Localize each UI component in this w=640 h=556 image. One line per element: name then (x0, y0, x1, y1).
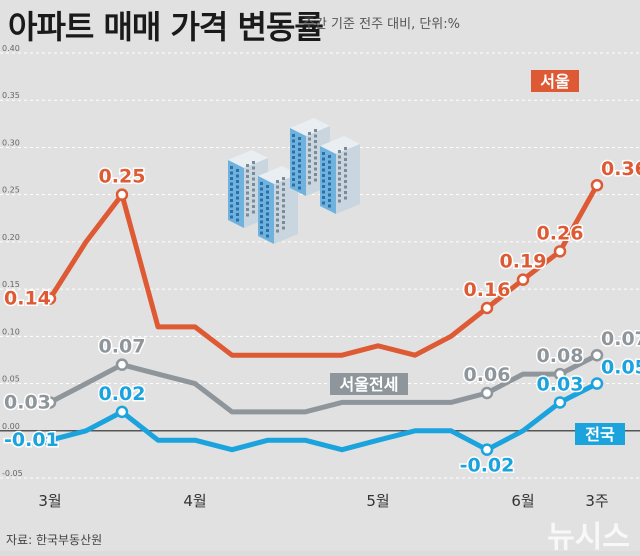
y-tick-label: 0.40 (2, 44, 20, 53)
data-label: -0.02 (460, 455, 515, 477)
data-point (480, 301, 494, 315)
data-label: 0.05 (601, 357, 640, 379)
data-label: 0.02 (99, 383, 146, 405)
series-layer (43, 178, 604, 456)
data-point (115, 188, 129, 201)
series-name-tag (575, 423, 625, 445)
data-point (590, 377, 604, 390)
series-line (49, 381, 599, 453)
data-point (43, 433, 57, 447)
y-tick-label: 0.25 (2, 186, 20, 195)
y-tick-label: 0.15 (2, 280, 20, 289)
series-name-tag (531, 70, 579, 92)
data-label: 0.16 (464, 279, 511, 301)
data-point (516, 273, 530, 286)
source-note: 자료: 한국부동산원 (6, 533, 103, 547)
data-point (553, 396, 567, 409)
data-label: 0.07 (99, 336, 146, 358)
data-point (43, 292, 57, 305)
data-label: 0.03 (4, 391, 51, 413)
data-label: 0.25 (99, 166, 146, 188)
y-tick-label: 0.20 (2, 233, 20, 242)
data-label: 0.26 (537, 222, 584, 244)
data-point (590, 178, 604, 192)
x-tick-label: 3주 (585, 492, 608, 510)
data-label: 0.19 (500, 251, 547, 273)
data-label: 0.36 (601, 158, 640, 180)
y-tick-label: 0.10 (2, 327, 20, 336)
data-point (590, 348, 604, 362)
page-subtitle: 주간 기준 전주 대비, 단위:% (303, 17, 460, 32)
series-line (48, 352, 599, 415)
data-label: 0.06 (464, 364, 511, 386)
y-tick-label: 0.35 (2, 91, 20, 100)
y-tick-label: 0.30 (2, 138, 20, 147)
data-point (115, 358, 129, 371)
legend-label: 서울전세 (340, 375, 399, 394)
y-tick-label: 0.05 (2, 375, 20, 384)
data-point (553, 245, 567, 258)
legend-label: 전국 (585, 425, 615, 444)
series-name-tag (330, 373, 408, 395)
data-label: 0.03 (537, 373, 584, 395)
data-label: 0.14 (4, 288, 51, 310)
data-label: -0.01 (4, 429, 59, 451)
data-point (43, 396, 57, 409)
data-label: 0.07 (601, 328, 640, 350)
page-title: 아파트 매매 가격 변동률 (8, 8, 324, 46)
data-point (480, 443, 494, 456)
data-label: 0.08 (537, 345, 584, 367)
x-tick-label: 3월 (38, 492, 61, 510)
y-tick-label: -0.05 (2, 469, 23, 478)
x-tick-label: 5월 (366, 492, 389, 510)
apartment-buildings-icon (228, 118, 360, 244)
data-point (553, 367, 567, 381)
grid-layer: -0.05 0.00 0.05 0.10 0.15 0.20 0.25 0.30 0.35 0.4… (0, 44, 640, 510)
watermark-logo: 뉴시스 (547, 520, 630, 555)
x-tick-label: 6월 (511, 492, 534, 510)
x-tick-label: 4월 (183, 492, 206, 510)
data-point (115, 405, 129, 419)
series-line (47, 183, 600, 358)
label-layer: 0.14 0.25 0.16 0.19 0.26 0.36 0.03 0.07 0.06 0.08… (3, 70, 640, 478)
legend-label: 서울 (540, 72, 570, 91)
y-tick-label: 0.00 (2, 422, 20, 431)
data-point (480, 386, 494, 400)
